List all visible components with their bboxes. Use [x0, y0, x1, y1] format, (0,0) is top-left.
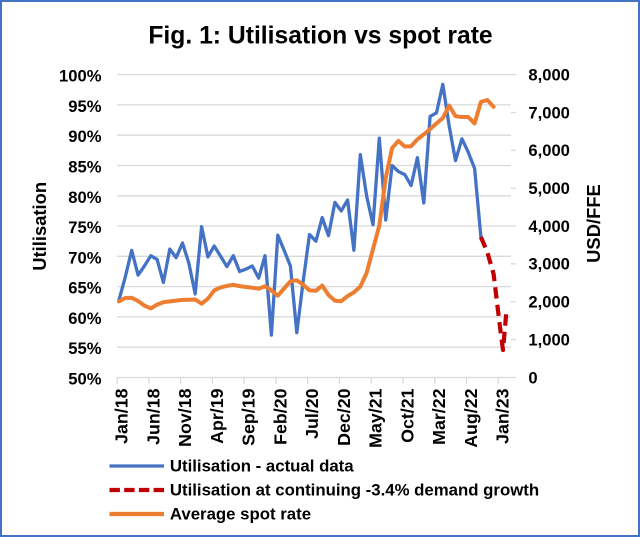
svg-text:Sep/19: Sep/19 [239, 388, 259, 445]
svg-text:Average spot rate: Average spot rate [170, 505, 311, 524]
svg-text:Mar/22: Mar/22 [429, 388, 449, 444]
svg-text:Feb/20: Feb/20 [270, 388, 290, 444]
svg-text:Nov/18: Nov/18 [175, 388, 195, 446]
svg-text:Jul/20: Jul/20 [302, 388, 322, 439]
svg-text:1,000: 1,000 [528, 330, 570, 349]
svg-text:Utilisation - actual data: Utilisation - actual data [170, 457, 354, 476]
svg-text:50%: 50% [68, 370, 101, 389]
svg-text:Fig. 1: Utilisation vs spot ra: Fig. 1: Utilisation vs spot rate [148, 23, 492, 50]
svg-text:Jun/18: Jun/18 [144, 388, 164, 444]
svg-text:3,000: 3,000 [528, 255, 570, 274]
svg-text:8,000: 8,000 [528, 65, 570, 84]
svg-text:80%: 80% [68, 188, 101, 207]
svg-text:7,000: 7,000 [528, 103, 570, 122]
svg-text:Dec/20: Dec/20 [334, 388, 354, 445]
svg-text:0: 0 [528, 368, 537, 387]
svg-text:6,000: 6,000 [528, 141, 570, 160]
svg-text:Oct/21: Oct/21 [397, 388, 417, 442]
svg-text:75%: 75% [68, 218, 101, 237]
svg-text:Aug/22: Aug/22 [461, 388, 481, 447]
svg-text:70%: 70% [68, 248, 101, 267]
svg-text:90%: 90% [68, 127, 101, 146]
svg-text:55%: 55% [68, 339, 101, 358]
svg-text:Apr/19: Apr/19 [207, 388, 227, 443]
svg-text:Utilisation at continuing -3.4: Utilisation at continuing -3.4% demand g… [170, 481, 539, 500]
svg-text:5,000: 5,000 [528, 179, 570, 198]
svg-text:2,000: 2,000 [528, 293, 570, 312]
svg-text:USD/FFE: USD/FFE [583, 184, 604, 263]
svg-text:May/21: May/21 [366, 388, 386, 447]
svg-text:60%: 60% [68, 309, 101, 328]
svg-text:85%: 85% [68, 158, 101, 177]
svg-text:65%: 65% [68, 279, 101, 298]
svg-text:Jan/18: Jan/18 [112, 388, 132, 443]
svg-text:95%: 95% [68, 97, 101, 116]
svg-text:4,000: 4,000 [528, 217, 570, 236]
svg-text:Utilisation: Utilisation [29, 182, 50, 271]
svg-text:100%: 100% [59, 67, 102, 86]
svg-text:Jan/23: Jan/23 [493, 388, 513, 443]
